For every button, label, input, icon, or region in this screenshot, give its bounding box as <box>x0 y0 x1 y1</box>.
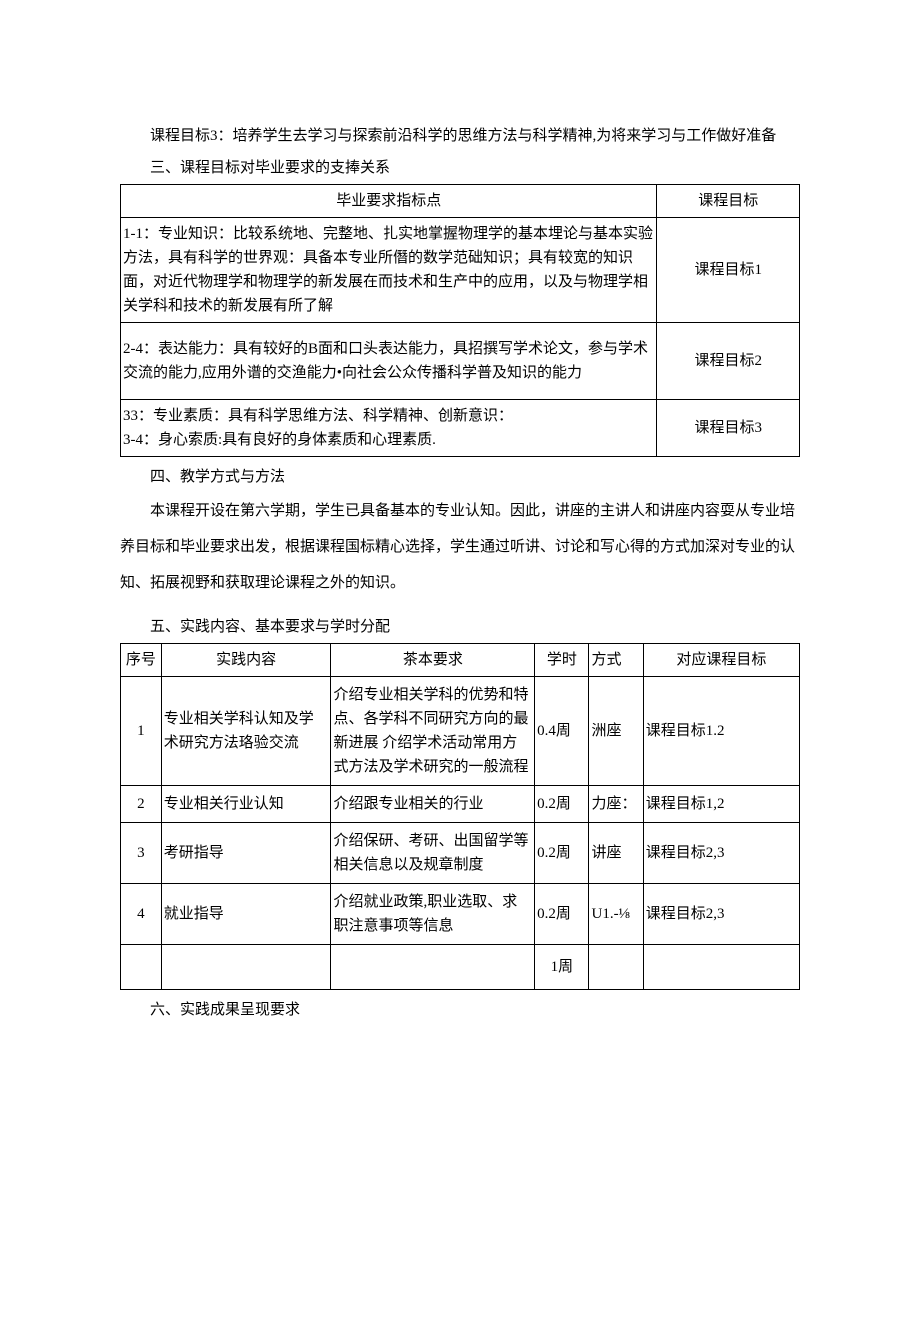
cell-no: 4 <box>121 884 162 945</box>
cell-empty <box>331 945 535 990</box>
cell-req: 介绍跟专业相关的行业 <box>331 786 535 823</box>
table-row: 4 就业指导 介绍就业政策,职业选取、求职注意事项等信息 0.2周 U1.-⅛ … <box>121 884 800 945</box>
table-total-row: 1周 <box>121 945 800 990</box>
cell-mode: U1.-⅛ <box>589 884 643 945</box>
cell-mode: 讲座 <box>589 823 643 884</box>
cell-empty <box>161 945 331 990</box>
th-goal: 对应课程目标 <box>643 644 799 677</box>
goal3-paragraph: 课程目标3：培养学生去学习与探索前沿科学的思维方法与科学精神,为将来学习与工作做… <box>120 124 800 148</box>
section3-title: 三、课程目标对毕业要求的支捧关系 <box>120 156 800 180</box>
cell-no: 1 <box>121 677 162 786</box>
th-mode: 方式 <box>589 644 643 677</box>
cell-mode: 洲座 <box>589 677 643 786</box>
table-row: 2 专业相关行业认知 介绍跟专业相关的行业 0.2周 力座： 课程目标1,2 <box>121 786 800 823</box>
cell-content: 考研指导 <box>161 823 331 884</box>
cell-hours: 0.2周 <box>535 823 589 884</box>
cell-goal: 课程目标2 <box>657 323 800 400</box>
cell-goal: 课程目标1,2 <box>643 786 799 823</box>
table-row: 1 专业相关学科认知及学术研究方法珞验交流 介绍专业相关学科的优势和特点、各学科… <box>121 677 800 786</box>
cell-goal: 课程目标2,3 <box>643 884 799 945</box>
cell-content: 就业指导 <box>161 884 331 945</box>
cell-hours: 0.4周 <box>535 677 589 786</box>
cell-goal: 课程目标2,3 <box>643 823 799 884</box>
th-no: 序号 <box>121 644 162 677</box>
section5-title: 五、实践内容、基本要求与学时分配 <box>120 615 800 639</box>
table-row: 33：专业素质：具有科学思维方法、科学精神、创新意识： 3-4：身心索质:具有良… <box>121 400 800 457</box>
requirements-table: 毕业要求指标点 课程目标 1-1：专业知识：比较系统地、完整地、扎实地掌握物理学… <box>120 184 800 457</box>
section4-title: 四、教学方式与方法 <box>120 465 800 489</box>
section6-title: 六、实践成果呈现要求 <box>120 998 800 1022</box>
cell-no: 2 <box>121 786 162 823</box>
th-requirement: 茶本要求 <box>331 644 535 677</box>
cell-req: 介绍专业相关学科的优势和特点、各学科不同研究方向的最新进展 介绍学术活动常用方式… <box>331 677 535 786</box>
cell-goal: 课程目标1.2 <box>643 677 799 786</box>
cell-goal: 课程目标1 <box>657 218 800 323</box>
cell-empty <box>589 945 643 990</box>
cell-requirement: 33：专业素质：具有科学思维方法、科学精神、创新意识： 3-4：身心索质:具有良… <box>121 400 657 457</box>
cell-req: 介绍就业政策,职业选取、求职注意事项等信息 <box>331 884 535 945</box>
table-row: 3 考研指导 介绍保研、考研、出国留学等相关信息以及规章制度 0.2周 讲座 课… <box>121 823 800 884</box>
practice-table: 序号 实践内容 茶本要求 学时 方式 对应课程目标 1 专业相关学科认知及学术研… <box>120 643 800 990</box>
cell-empty <box>643 945 799 990</box>
cell-req: 介绍保研、考研、出国留学等相关信息以及规章制度 <box>331 823 535 884</box>
cell-hours: 0.2周 <box>535 786 589 823</box>
cell-empty <box>121 945 162 990</box>
cell-content: 专业相关学科认知及学术研究方法珞验交流 <box>161 677 331 786</box>
table-row: 2-4：表达能力：具有较好的B面和口头表达能力，具招撰写学术论文，参与学术交流的… <box>121 323 800 400</box>
cell-hours: 0.2周 <box>535 884 589 945</box>
table-header-row: 序号 实践内容 茶本要求 学时 方式 对应课程目标 <box>121 644 800 677</box>
cell-goal: 课程目标3 <box>657 400 800 457</box>
cell-no: 3 <box>121 823 162 884</box>
th-goal: 课程目标 <box>657 185 800 218</box>
cell-mode: 力座： <box>589 786 643 823</box>
th-requirement: 毕业要求指标点 <box>121 185 657 218</box>
cell-requirement: 2-4：表达能力：具有较好的B面和口头表达能力，具招撰写学术论文，参与学术交流的… <box>121 323 657 400</box>
cell-requirement: 1-1：专业知识：比较系统地、完整地、扎实地掌握物理学的基本埋论与基本实验方法，… <box>121 218 657 323</box>
table-row: 1-1：专业知识：比较系统地、完整地、扎实地掌握物理学的基本埋论与基本实验方法，… <box>121 218 800 323</box>
th-hours: 学时 <box>535 644 589 677</box>
cell-total-hours: 1周 <box>535 945 589 990</box>
table-header-row: 毕业要求指标点 课程目标 <box>121 185 800 218</box>
cell-content: 专业相关行业认知 <box>161 786 331 823</box>
section4-body: 本课程开设在第六学期，学生已具备基本的专业认知。因此，讲座的主讲人和讲座内容耍从… <box>120 493 800 601</box>
th-content: 实践内容 <box>161 644 331 677</box>
